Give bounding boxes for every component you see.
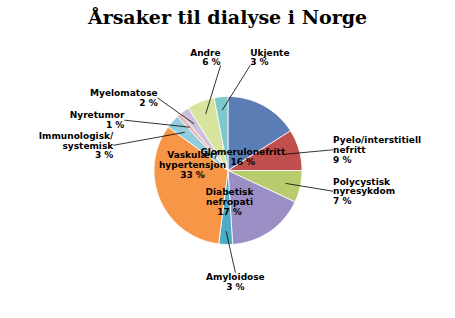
svg-text:Vaskulær/hypertensjon33 %: Vaskulær/hypertensjon33 % [159,150,226,180]
html-text:16 %: 16 % [230,157,256,168]
html-text:Glomerulonefritt: Glomerulonefritt [200,147,286,158]
svg-text:Diabetisknefropati17 %: Diabetisknefropati17 % [206,187,255,217]
svg-text:Ukjente3 %: Ukjente3 % [250,48,289,68]
svg-text:Andre6 %: Andre6 % [190,48,220,68]
svg-text:Polycystisknyresykdom7 %: Polycystisknyresykdom7 % [333,176,395,206]
svg-text:Amyloidose3 %: Amyloidose3 % [206,272,265,292]
html-text:Årsaker til dialyse i Norge: Årsaker til dialyse i Norge [87,6,368,28]
svg-text:Myelomatose2 %: Myelomatose2 % [90,88,158,108]
svg-text:Pyelo/interstitiellnefritt9 %: Pyelo/interstitiellnefritt9 % [333,135,421,165]
svg-text:Immunologisk/systemisk3 %: Immunologisk/systemisk3 % [39,131,115,161]
svg-text:Nyretumor1 %: Nyretumor1 % [70,110,125,130]
